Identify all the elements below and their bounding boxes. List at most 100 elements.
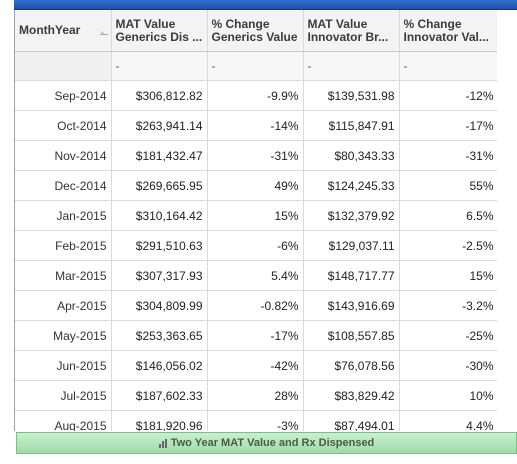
- table-cell: 15%: [207, 200, 304, 231]
- table-cell: Apr-2015: [15, 290, 112, 321]
- table-cell: Aug-2015: [15, 410, 112, 431]
- chart-minimized-button[interactable]: Two Year MAT Value and Rx Dispensed: [16, 432, 517, 454]
- table-cell: -31%: [207, 140, 304, 171]
- table-cell: -0.82%: [207, 290, 304, 321]
- table-cell: -3%: [207, 410, 304, 431]
- bar-chart-icon: [158, 438, 167, 448]
- table-row[interactable]: Feb-2015 $291,510.63 -6% $129,037.11 -2.5%: [15, 230, 498, 261]
- table-cell: $146,056.02: [111, 350, 208, 381]
- column-header-label: % Change: [403, 17, 462, 31]
- table-row[interactable]: Sep-2014 $306,812.82 -9.9% $139,531.98 -12%: [15, 80, 498, 111]
- table-cell: Jun-2015: [15, 350, 112, 381]
- column-header-mat-generics[interactable]: MAT Value Generics Dis ...: [111, 10, 208, 52]
- table-cell: Mar-2015: [15, 260, 112, 291]
- table-cell: $181,920.96: [111, 410, 208, 431]
- table-cell: 6.5%: [399, 200, 498, 231]
- table-cell: $148,717.77: [303, 260, 400, 291]
- table-cell: $306,812.82: [111, 80, 208, 111]
- table-cell: $115,847.91: [303, 110, 400, 141]
- table-cell: Sep-2014: [15, 80, 112, 111]
- table-row[interactable]: May-2015 $253,363.65 -17% $108,557.85 -25%: [15, 320, 498, 351]
- table-cell: -6%: [207, 230, 304, 261]
- table-row[interactable]: Jul-2015 $187,602.33 28% $83,829.42 10%: [15, 380, 498, 411]
- table-cell: 10%: [399, 380, 498, 411]
- column-header-label: MAT Value: [115, 17, 176, 31]
- table-cell: -9.9%: [207, 80, 304, 111]
- table-cell: Feb-2015: [15, 230, 112, 261]
- table-cell: -17%: [207, 320, 304, 351]
- sort-indicator-icon[interactable]: [99, 34, 108, 35]
- table-cell: $83,829.42: [303, 380, 400, 411]
- table-cell: $129,037.11: [303, 230, 400, 261]
- table-row[interactable]: Aug-2015 $181,920.96 -3% $87,494.01 4.4%: [15, 410, 498, 431]
- table-cell: $187,602.33: [111, 380, 208, 411]
- table-cell: Jul-2015: [15, 380, 112, 411]
- table-cell: $291,510.63: [111, 230, 208, 261]
- table-cell: 28%: [207, 380, 304, 411]
- column-header-label: Generics Dis ...: [115, 30, 203, 44]
- table-cell: -17%: [399, 110, 498, 141]
- table-row[interactable]: Apr-2015 $304,809.99 -0.82% $143,916.69 -3.2…: [15, 290, 498, 321]
- table-cell: Nov-2014: [15, 140, 112, 171]
- window-title-bar: [14, 0, 517, 10]
- table-cell: Oct-2014: [15, 110, 112, 141]
- table-cell: $310,164.42: [111, 200, 208, 231]
- mat-value-table: MonthYear MAT Value Generics Dis ... % C…: [15, 10, 498, 431]
- table-cell: $132,379.92: [303, 200, 400, 231]
- table-cell: 55%: [399, 170, 498, 201]
- table-cell: -25%: [399, 320, 498, 351]
- totals-cell: -: [207, 51, 304, 81]
- table-cell: $139,531.98: [303, 80, 400, 111]
- table-cell: 49%: [207, 170, 304, 201]
- table-row[interactable]: Jun-2015 $146,056.02 -42% $76,078.56 -30%: [15, 350, 498, 381]
- table-cell: Dec-2014: [15, 170, 112, 201]
- table-cell: May-2015: [15, 320, 112, 351]
- table-cell: -12%: [399, 80, 498, 111]
- table-cell: -2.5%: [399, 230, 498, 261]
- table-cell: -31%: [399, 140, 498, 171]
- column-header-label: MAT Value: [307, 17, 368, 31]
- table-cell: $124,245.33: [303, 170, 400, 201]
- table-row[interactable]: Jan-2015 $310,164.42 15% $132,379.92 6.5%: [15, 200, 498, 231]
- chart-title: Two Year MAT Value and Rx Dispensed: [170, 437, 375, 449]
- table-row[interactable]: Mar-2015 $307,317.93 5.4% $148,717.77 15%: [15, 260, 498, 291]
- column-header-label: Innovator Val...: [403, 30, 489, 44]
- column-header-monthyear[interactable]: MonthYear: [15, 10, 112, 52]
- table-cell: 5.4%: [207, 260, 304, 291]
- table-cell: $307,317.93: [111, 260, 208, 291]
- totals-cell: -: [111, 51, 208, 81]
- column-header-label: Innovator Br...: [307, 30, 389, 44]
- table-cell: -42%: [207, 350, 304, 381]
- table-cell: $80,343.33: [303, 140, 400, 171]
- table-cell: 4.4%: [399, 410, 498, 431]
- column-header-label: MonthYear: [19, 24, 81, 37]
- table-cell: $87,494.01: [303, 410, 400, 431]
- totals-cell: [15, 51, 112, 81]
- column-header-label: % Change: [211, 17, 270, 31]
- data-table-container: MonthYear MAT Value Generics Dis ... % C…: [14, 10, 498, 431]
- column-header-mat-innovator[interactable]: MAT Value Innovator Br...: [303, 10, 400, 52]
- table-cell: $76,078.56: [303, 350, 400, 381]
- column-header-change-innovator[interactable]: % Change Innovator Val...: [399, 10, 498, 52]
- table-cell: -3.2%: [399, 290, 498, 321]
- totals-cell: -: [399, 51, 498, 81]
- table-scroll-area: [497, 10, 517, 431]
- table-row[interactable]: Nov-2014 $181,432.47 -31% $80,343.33 -31%: [15, 140, 498, 171]
- table-cell: $181,432.47: [111, 140, 208, 171]
- column-header-change-generics[interactable]: % Change Generics Value: [207, 10, 304, 52]
- table-cell: $269,665.95: [111, 170, 208, 201]
- totals-row: - - - -: [15, 51, 498, 81]
- table-cell: Jan-2015: [15, 200, 112, 231]
- column-header-label: Generics Value: [211, 30, 298, 44]
- table-row[interactable]: Oct-2014 $263,941.14 -14% $115,847.91 -17%: [15, 110, 498, 141]
- header-row: MonthYear MAT Value Generics Dis ... % C…: [15, 10, 498, 52]
- table-cell: -30%: [399, 350, 498, 381]
- table-cell: 15%: [399, 260, 498, 291]
- table-cell: $108,557.85: [303, 320, 400, 351]
- table-cell: $304,809.99: [111, 290, 208, 321]
- table-row[interactable]: Dec-2014 $269,665.95 49% $124,245.33 55%: [15, 170, 498, 201]
- table-cell: $143,916.69: [303, 290, 400, 321]
- table-cell: -14%: [207, 110, 304, 141]
- table-cell: $253,363.65: [111, 320, 208, 351]
- table-cell: $263,941.14: [111, 110, 208, 141]
